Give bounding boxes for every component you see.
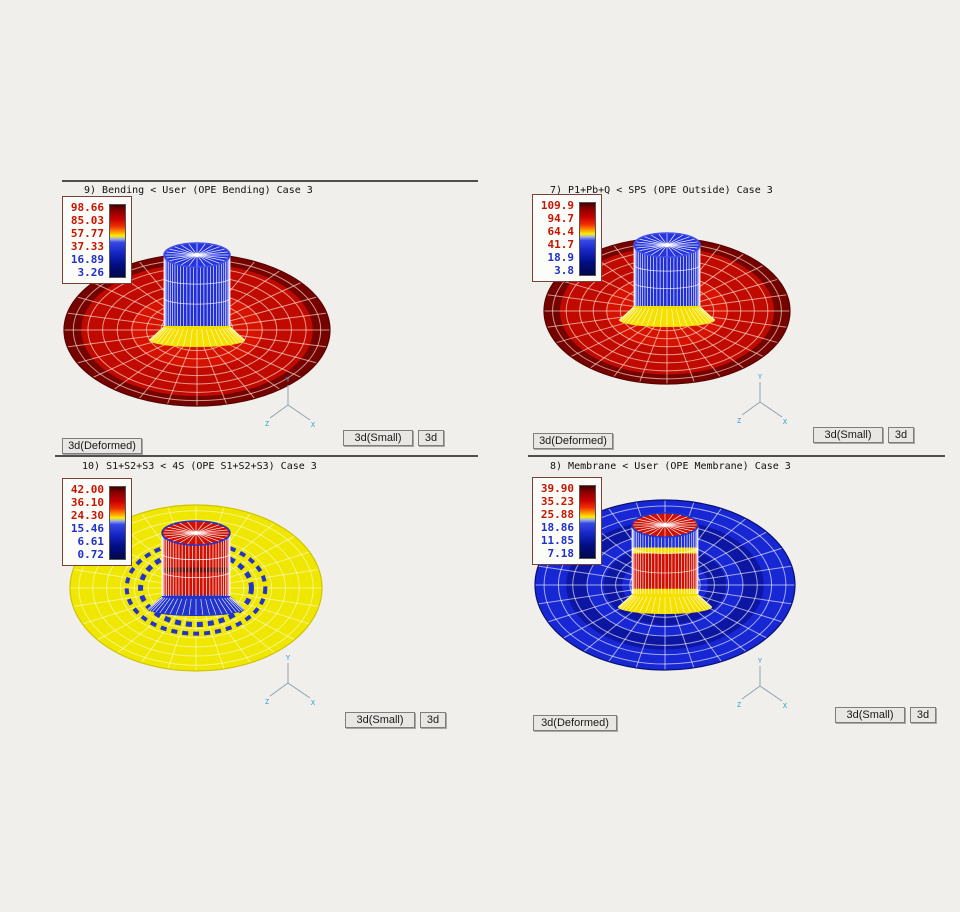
stress-legend: 39.90 35.23 25.88 18.86 11.85 7.18 [532,477,602,565]
stress-legend: 109.9 94.7 64.4 41.7 18.9 3.8 [532,194,602,282]
title-separator [55,455,478,457]
axis-label-x: X [311,421,316,429]
legend-value: 39.90 [540,482,574,495]
legend-value: 6.61 [77,535,105,548]
legend-value: 25.88 [540,508,574,521]
legend-value: 109.9 [540,199,574,212]
axis-triad [269,682,289,697]
axis-triad [741,685,761,700]
legend-value: 7.18 [547,547,575,560]
3d-deformed-button[interactable]: 3d(Deformed) [62,438,142,454]
legend-value: 24.30 [70,509,104,522]
legend-value: 42.00 [70,483,104,496]
title-separator [528,455,945,457]
axis-label-y: Y [286,654,291,662]
axis-label-z: Z [265,698,269,706]
legend-value: 64.4 [547,225,575,238]
legend-colorbar [109,486,126,560]
axis-triad [287,682,311,699]
legend-value: 57.77 [70,227,104,240]
fea-3d-plot: Y Z X [63,242,331,429]
title-separator [62,180,478,182]
quadrant-bending: Y Z X 9) Bending < User (OPE Bending) Case… [0,180,480,455]
plot-title: 8) Membrane < User (OPE Membrane) Case 3 [550,461,791,472]
quadrant-p1-pb-q: Y Z X 7) P1+Pb+Q < SPS (OPE Outside) Case … [480,172,960,455]
3d-deformed-button[interactable]: 3d(Deformed) [533,433,613,449]
legend-value-column: 42.00 36.10 24.30 15.46 6.61 0.72 [68,483,104,561]
legend-value-column: 109.9 94.7 64.4 41.7 18.9 3.8 [538,199,574,277]
axis-label-z: Z [737,701,741,709]
legend-value: 15.46 [70,522,104,535]
legend-value: 0.72 [77,548,105,561]
axis-triad [759,401,783,418]
3d-small-button[interactable]: 3d(Small) [345,712,415,728]
legend-value: 3.8 [554,264,574,277]
axis-label-x: X [311,699,316,707]
plot-title: 9) Bending < User (OPE Bending) Case 3 [84,185,313,196]
stress-legend: 98.66 85.03 57.77 37.33 16.89 3.26 [62,196,132,284]
axis-triad [759,685,783,702]
quadrant-s1-s2-s3: Y Z X 10) S1+S2+S3 < 4S (OPE S1+S2+S3) Cas… [0,455,480,732]
plot-title: 10) S1+S2+S3 < 4S (OPE S1+S2+S3) Case 3 [82,461,317,472]
3d-button[interactable]: 3d [888,427,914,443]
3d-deformed-button[interactable]: 3d(Deformed) [533,715,617,731]
legend-value: 36.10 [70,496,104,509]
3d-small-button[interactable]: 3d(Small) [813,427,883,443]
3d-small-button[interactable]: 3d(Small) [835,707,905,723]
legend-value: 85.03 [70,214,104,227]
3d-small-button[interactable]: 3d(Small) [343,430,413,446]
legend-colorbar [109,204,126,278]
axis-label-z: Z [737,417,741,425]
3d-button[interactable]: 3d [420,712,446,728]
legend-value-column: 98.66 85.03 57.77 37.33 16.89 3.26 [68,201,104,279]
legend-value-column: 39.90 35.23 25.88 18.86 11.85 7.18 [538,482,574,560]
axis-label-y: Y [286,376,291,384]
axis-triad [269,404,289,419]
plot-title: 7) P1+Pb+Q < SPS (OPE Outside) Case 3 [550,185,773,196]
legend-colorbar [579,485,596,559]
stress-legend: 42.00 36.10 24.30 15.46 6.61 0.72 [62,478,132,566]
axis-label-y: Y [758,373,763,381]
legend-value: 18.86 [540,521,574,534]
legend-value: 11.85 [540,534,574,547]
legend-value: 37.33 [70,240,104,253]
axis-label-z: Z [265,420,269,428]
legend-value: 3.26 [77,266,105,279]
axis-label-x: X [783,702,788,710]
legend-value: 35.23 [540,495,574,508]
legend-value: 16.89 [70,253,104,266]
legend-colorbar [579,202,596,276]
legend-value: 98.66 [70,201,104,214]
legend-value: 94.7 [547,212,575,225]
3d-button[interactable]: 3d [418,430,444,446]
3d-button[interactable]: 3d [910,707,936,723]
axis-triad [741,401,761,416]
quadrant-membrane: Y Z X 8) Membrane < User (OPE Membrane) Ca… [480,455,960,732]
axis-triad [287,404,311,421]
axis-label-y: Y [758,657,763,665]
legend-value: 18.9 [547,251,575,264]
legend-value: 41.7 [547,238,575,251]
axis-label-x: X [783,418,788,426]
fea-3d-plot: Y Z X [69,504,323,707]
